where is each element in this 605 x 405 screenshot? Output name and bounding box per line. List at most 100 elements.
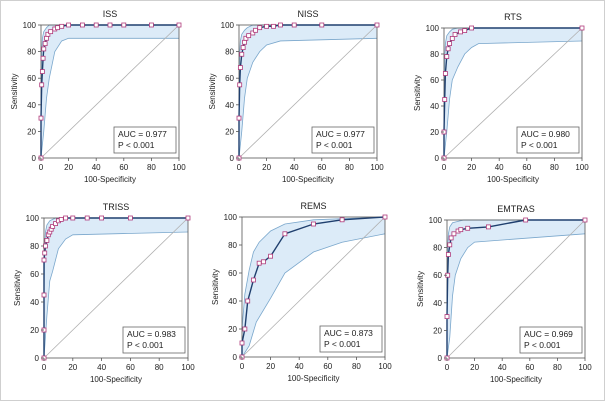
x-tick-label: 20 [64,163,73,172]
roc-point [240,45,246,51]
roc-point [523,217,529,223]
y-tick-label: 80 [225,48,234,57]
x-tick-label: 20 [467,163,476,172]
x-tick-label: 20 [470,363,479,372]
auc-box [113,126,177,154]
y-tick-label: 40 [433,299,442,308]
y-tick-label: 0 [438,354,443,363]
roc-point [582,217,588,223]
auc-value: AUC = 0.983 [127,329,176,339]
roc-point [264,23,270,29]
y-tick-label: 40 [225,101,234,110]
y-tick-label: 80 [228,241,237,250]
roc-point [45,31,51,37]
x-tick-label: 60 [126,363,135,372]
roc-point [236,115,242,121]
roc-point [271,23,276,29]
p-value: P < 0.001 [521,140,558,150]
roc-panel-rts: 0 20 40 60 80 100 0 20 40 60 80 100 RTS 100-Specifici… [413,12,589,184]
x-tick-label: 20 [68,363,77,372]
x-tick-label: 20 [262,163,271,172]
roc-point [452,32,458,37]
y-tick-label: 80 [30,242,39,251]
roc-point [99,215,104,221]
roc-point [246,33,252,39]
roc-point [257,25,263,31]
roc-point [121,22,127,28]
roc-point [253,27,258,33]
y-tick-label: 20 [228,325,237,334]
auc-value: AUC = 0.977 [316,129,365,139]
x-tick-label: 40 [290,163,299,172]
y-tick-label: 20 [430,128,439,137]
y-tick-label: 100 [221,21,235,30]
x-tick-label: 80 [147,163,156,172]
roc-point [445,252,451,257]
auc-box [311,126,375,154]
roc-point [458,29,463,35]
panel-title: RTS [504,12,522,22]
y-tick-label: 40 [30,298,39,307]
roc-point [485,224,491,230]
roc-point [70,215,76,221]
roc-point [311,221,316,227]
roc-point [41,292,47,298]
x-tick-label: 100 [378,362,392,371]
x-tick-label: 100 [181,363,195,372]
roc-point [43,243,48,249]
y-tick-label: 0 [435,154,440,163]
roc-point [442,97,448,102]
roc-point [444,54,450,59]
roc-point [245,298,251,304]
roc-point [243,35,249,41]
roc-point [39,82,45,88]
roc-point [63,215,68,221]
roc-point [291,22,297,28]
y-tick-label: 60 [228,269,237,278]
ci-lower-line [241,233,386,358]
roc-point [451,231,457,237]
x-axis-label: 100-Specificity [487,175,539,184]
roc-point [48,29,54,35]
roc-panel-iss: 0 20 40 60 80 100 0 20 40 60 80 100 ISS 100-Specifici… [10,9,186,184]
roc-point [128,215,133,221]
y-tick-label: 60 [225,74,234,83]
x-axis-label: 100-Specificity [84,175,136,184]
roc-point [458,227,464,233]
roc-point [445,46,451,52]
panel-title: NISS [297,9,318,19]
x-tick-label: 40 [295,362,304,371]
y-tick-label: 80 [433,244,442,253]
roc-point [448,235,454,241]
auc-value: AUC = 0.873 [324,328,373,338]
ci-lower-line [40,37,179,159]
roc-point [444,314,450,320]
roc-panel-emtras: 0 20 40 60 80 100 0 20 40 60 80 100 EMTRAS 100-Specif… [416,204,592,384]
x-tick-label: 100 [575,163,589,172]
y-tick-label: 0 [35,354,40,363]
ci-upper-line [241,216,386,330]
roc-panel-triss: 0 20 40 60 80 100 0 20 40 60 80 100 TRISS 100-Specifi… [13,202,195,384]
x-axis-label: 100-Specificity [490,375,542,384]
y-axis-label: Sensitivity [211,269,220,305]
y-tick-label: 80 [430,50,439,59]
y-tick-label: 100 [23,21,37,30]
x-tick-label: 80 [155,363,164,372]
x-tick-label: 60 [317,163,326,172]
y-tick-label: 100 [426,24,440,33]
x-tick-label: 20 [266,362,275,371]
y-tick-label: 60 [430,76,439,85]
x-tick-label: 80 [550,163,559,172]
y-axis-label: Sensitivity [13,270,22,306]
roc-point [84,215,90,221]
x-tick-label: 60 [119,163,128,172]
roc-point [176,22,182,28]
y-tick-label: 0 [32,154,37,163]
reference-diagonal [241,216,386,358]
p-value: P < 0.001 [127,340,164,350]
roc-point [442,71,448,76]
roc-point [261,259,266,265]
x-tick-label: 40 [92,163,101,172]
roc-point [58,216,64,222]
